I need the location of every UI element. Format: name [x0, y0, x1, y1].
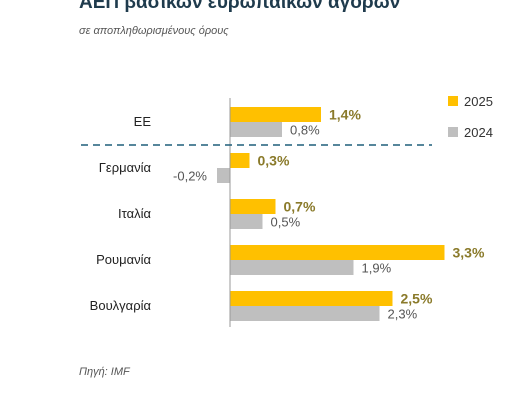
- bar-2024: [230, 260, 354, 275]
- bar-2025: [230, 153, 250, 168]
- source-note: Πηγή: IMF: [79, 366, 130, 378]
- category-label: Βουλγαρία: [90, 298, 152, 313]
- bar-2024: [230, 306, 380, 321]
- data-label-2024: 0,5%: [271, 215, 301, 230]
- category-label: ΕΕ: [134, 114, 152, 129]
- data-label-2024: -0,2%: [173, 169, 207, 184]
- data-label-2024: 1,9%: [362, 261, 392, 276]
- bar-2025: [230, 291, 393, 306]
- category-label: Γερμανία: [99, 160, 152, 175]
- bar-2025: [230, 107, 321, 122]
- data-label-2025: 3,3%: [453, 245, 485, 261]
- chart-subtitle: σε αποπληθωρισμένους όρους: [79, 25, 229, 37]
- data-label-2025: 0,7%: [284, 199, 316, 215]
- data-label-2024: 2,3%: [388, 307, 418, 322]
- data-label-2024: 0,8%: [290, 123, 320, 138]
- category-label: Ιταλία: [118, 206, 151, 221]
- data-label-2025: 2,5%: [401, 291, 433, 307]
- legend-swatch-2024: [448, 127, 458, 137]
- bar-2025: [230, 199, 276, 214]
- legend-label-2024: 2024: [464, 125, 493, 140]
- legend-swatch-2025: [448, 96, 458, 106]
- legend-label-2025: 2025: [464, 94, 493, 109]
- bar-2024: [230, 122, 282, 137]
- category-label: Ρουμανία: [96, 252, 151, 267]
- bar-2025: [230, 245, 445, 260]
- bar-2024: [230, 214, 263, 229]
- data-label-2025: 0,3%: [258, 153, 290, 169]
- bar-2024: [217, 168, 230, 183]
- data-label-2025: 1,4%: [329, 107, 361, 123]
- chart-title: ΑΕΠ βασικών ευρωπαϊκών αγορών: [79, 0, 401, 13]
